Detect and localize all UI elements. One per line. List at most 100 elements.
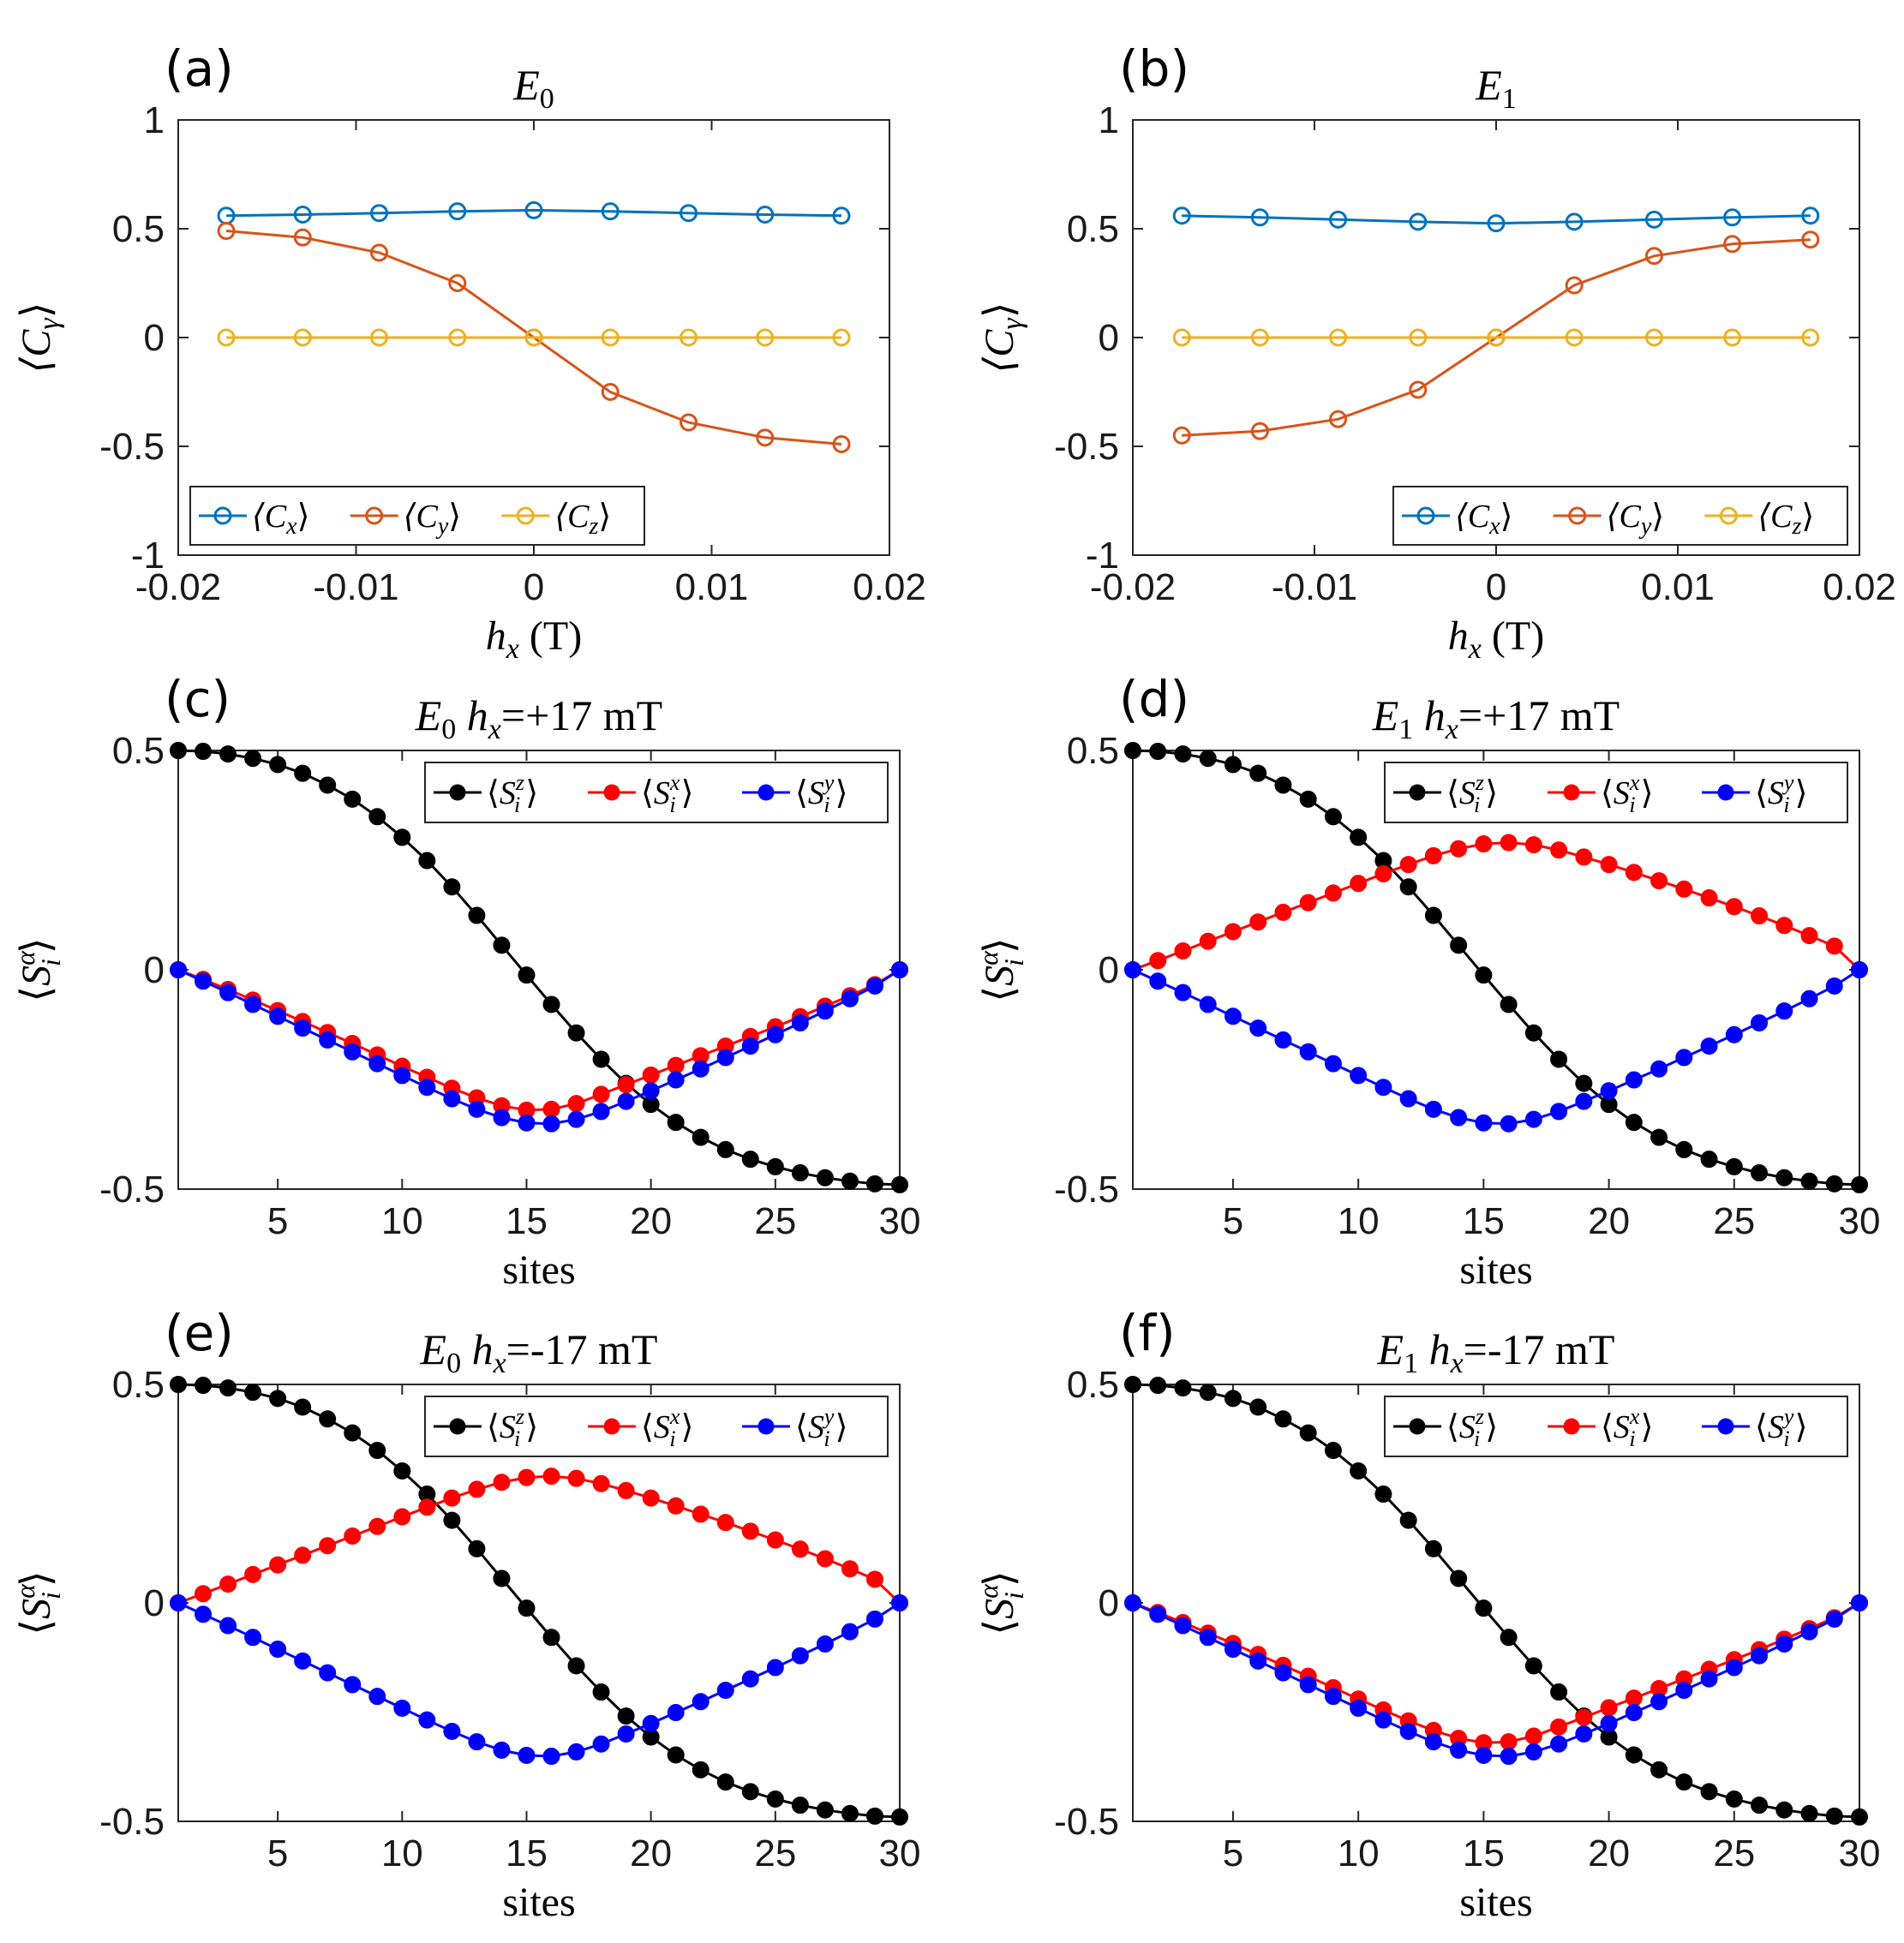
data-point bbox=[1374, 1486, 1392, 1504]
legend-box bbox=[189, 486, 645, 546]
panel-title: E1 hx=+17 mT bbox=[1372, 691, 1620, 745]
data-point bbox=[1825, 937, 1843, 955]
data-point bbox=[1625, 864, 1643, 882]
y-tick-label: 0 bbox=[1099, 317, 1119, 359]
data-point bbox=[418, 1711, 436, 1729]
data-point bbox=[1274, 1031, 1292, 1049]
data-point bbox=[617, 1725, 635, 1743]
data-point bbox=[1475, 1746, 1493, 1764]
data-point bbox=[741, 1783, 759, 1801]
data-point bbox=[1751, 1164, 1769, 1182]
y-tick-label: 0 bbox=[1099, 1582, 1119, 1624]
data-point bbox=[1174, 1617, 1192, 1635]
data-point bbox=[244, 995, 262, 1013]
legend-label-Sz: ⟨Sz i ⟩ bbox=[487, 770, 538, 817]
legend: ⟨Sz i ⟩ ⟨Sx i ⟩ ⟨Sy i ⟩ bbox=[1384, 762, 1848, 823]
data-point bbox=[468, 1100, 486, 1118]
data-point bbox=[1409, 380, 1428, 399]
data-point bbox=[1700, 1670, 1718, 1688]
y-tick-label: 0 bbox=[1099, 949, 1119, 991]
panel-title: E1 bbox=[1475, 61, 1517, 115]
data-point bbox=[542, 1115, 560, 1133]
data-point bbox=[1675, 880, 1693, 898]
data-point bbox=[1172, 328, 1191, 347]
data-point bbox=[1800, 1623, 1818, 1641]
data-point bbox=[1487, 214, 1506, 233]
data-point bbox=[1600, 1714, 1618, 1732]
x-tick-label: -0.02 bbox=[135, 566, 221, 608]
series-Sy bbox=[170, 961, 908, 1133]
panel-label: (f) bbox=[1119, 1304, 1176, 1362]
y-axis-label: ⟨Sαi⟩ bbox=[9, 1570, 66, 1635]
data-point bbox=[1723, 328, 1742, 347]
x-tick-label: 20 bbox=[1588, 1200, 1630, 1242]
data-point bbox=[1350, 828, 1368, 846]
panel-title: E1 hx=-17 mT bbox=[1377, 1325, 1615, 1379]
data-point bbox=[1550, 1683, 1568, 1701]
y-tick-label: 0.5 bbox=[112, 1364, 165, 1406]
data-point bbox=[369, 328, 388, 347]
data-point bbox=[667, 1071, 685, 1089]
data-point bbox=[865, 1175, 883, 1193]
data-point bbox=[518, 966, 536, 984]
data-point bbox=[1650, 1761, 1668, 1779]
panel-title: E0 bbox=[512, 61, 554, 115]
data-point bbox=[716, 1140, 734, 1158]
data-point bbox=[1775, 1169, 1793, 1187]
data-point bbox=[642, 1082, 660, 1100]
data-point bbox=[1274, 776, 1292, 794]
data-point bbox=[294, 764, 312, 782]
data-point bbox=[680, 204, 698, 223]
data-point bbox=[1575, 1074, 1593, 1092]
data-point bbox=[756, 428, 775, 447]
data-point bbox=[816, 1169, 834, 1187]
data-point bbox=[692, 1693, 710, 1711]
legend: ⟨Cx⟩ ⟨Cy⟩ ⟨Cz⟩ bbox=[189, 486, 645, 546]
plot-area bbox=[1132, 750, 1860, 1190]
data-point bbox=[692, 1761, 710, 1779]
data-point bbox=[667, 1704, 685, 1722]
data-point bbox=[542, 995, 560, 1013]
x-tick-label: 5 bbox=[1223, 1200, 1243, 1242]
data-point bbox=[269, 1641, 287, 1659]
data-point bbox=[756, 205, 775, 224]
legend-marker-Sy bbox=[757, 784, 775, 801]
data-point bbox=[667, 1056, 685, 1074]
x-tick-label: 0.02 bbox=[1823, 566, 1896, 608]
data-point bbox=[601, 328, 620, 347]
legend-label-Sx: ⟨Sx i ⟩ bbox=[641, 770, 693, 817]
data-point bbox=[692, 1505, 710, 1523]
data-point bbox=[1625, 1689, 1643, 1707]
data-point bbox=[319, 776, 337, 794]
y-tick-label: 1 bbox=[144, 99, 165, 141]
data-point bbox=[1450, 1109, 1468, 1127]
data-point bbox=[816, 1002, 834, 1020]
legend-box bbox=[1384, 1396, 1848, 1457]
data-point bbox=[1524, 1024, 1542, 1042]
x-tick-label: 15 bbox=[506, 1832, 548, 1874]
data-point bbox=[1723, 235, 1742, 254]
data-point bbox=[1124, 1594, 1141, 1611]
data-point bbox=[1199, 1384, 1217, 1402]
data-point bbox=[1700, 1783, 1718, 1801]
data-point bbox=[1172, 426, 1191, 445]
data-point bbox=[741, 1670, 759, 1688]
data-point bbox=[1149, 952, 1167, 970]
data-point bbox=[1600, 856, 1618, 874]
data-point bbox=[524, 200, 543, 219]
data-point bbox=[1149, 1377, 1167, 1395]
y-tick-label: 0.5 bbox=[112, 730, 165, 772]
data-point bbox=[1424, 1100, 1442, 1118]
data-point bbox=[1174, 745, 1192, 763]
data-point bbox=[1324, 884, 1342, 902]
legend-label-Cx: ⟨Cx⟩ bbox=[1455, 499, 1512, 540]
data-point bbox=[1199, 1629, 1217, 1647]
data-point bbox=[1249, 1019, 1267, 1037]
data-point bbox=[1550, 1103, 1568, 1121]
legend-label-Cx: ⟨Cx⟩ bbox=[252, 499, 309, 540]
data-point bbox=[567, 1024, 585, 1042]
legend: ⟨Sz i ⟩ ⟨Sx i ⟩ ⟨Sy i ⟩ bbox=[1384, 1396, 1848, 1457]
data-point bbox=[344, 1527, 362, 1545]
legend-marker-Sx bbox=[603, 1418, 620, 1435]
data-point bbox=[1324, 1442, 1342, 1460]
